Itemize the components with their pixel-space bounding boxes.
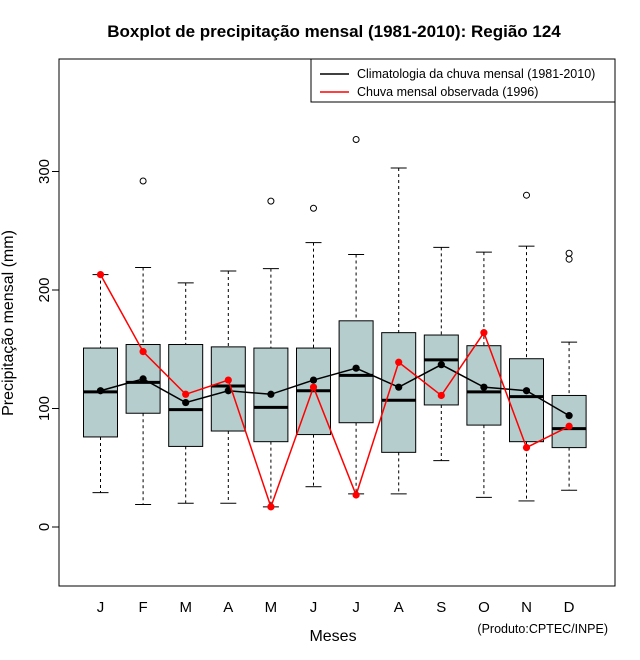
- x-tick-label: M: [179, 599, 192, 616]
- y-tick-label: 300: [36, 159, 53, 184]
- outlier-point: [310, 204, 317, 212]
- x-tick-label: M: [265, 599, 278, 616]
- observed-point: [352, 491, 360, 499]
- observed-point: [182, 390, 190, 398]
- x-tick-label: F: [139, 599, 148, 616]
- y-tick-label: 0: [36, 523, 53, 531]
- box-group: [423, 246, 459, 462]
- legend-climatology-label: Climatologia da chuva mensal (1981-2010): [357, 67, 595, 81]
- y-tick-label: 100: [36, 396, 53, 421]
- box-group: [551, 249, 587, 491]
- outlier-point: [565, 255, 573, 263]
- climatology-point: [522, 387, 531, 395]
- box-group: [125, 177, 161, 505]
- climatology-point: [267, 390, 275, 398]
- observed-point: [139, 348, 147, 356]
- outlier-point: [565, 249, 573, 257]
- x-tick-label: J: [97, 599, 105, 616]
- x-tick-label: S: [436, 599, 446, 616]
- outlier-point: [523, 191, 530, 199]
- observed-point: [309, 383, 318, 391]
- x-tick-label: O: [478, 599, 490, 616]
- credit-text: (Produto:CPTEC/INPE): [477, 622, 608, 636]
- y-axis: 0 100 200 300: [36, 159, 59, 531]
- climatology-point: [565, 412, 573, 420]
- observed-point: [437, 391, 445, 400]
- box-group: [83, 274, 118, 494]
- legend: Climatologia da chuva mensal (1981-2010)…: [310, 58, 616, 103]
- observed-point: [395, 358, 403, 366]
- climatology-point: [224, 387, 232, 395]
- climatology-point: [437, 361, 445, 369]
- observed-point: [522, 444, 531, 452]
- box-group: [296, 204, 331, 488]
- x-tick-label: N: [521, 599, 532, 616]
- x-tick-label: J: [310, 599, 318, 616]
- box-group: [509, 191, 544, 502]
- chart-title: Boxplot de precipitação mensal (1981-201…: [107, 22, 561, 41]
- box-iqr: [381, 332, 417, 453]
- legend-box: [310, 58, 616, 103]
- climatology-line: [100, 363, 570, 417]
- outlier-point: [352, 136, 360, 144]
- observed-line: [99, 274, 570, 510]
- observed-point: [224, 376, 232, 384]
- x-tick-label: J: [352, 599, 360, 616]
- climatology-point: [480, 383, 488, 391]
- x-tick-label: A: [223, 599, 233, 616]
- observed-point: [267, 503, 275, 511]
- y-tick-label: 200: [36, 277, 53, 302]
- box-iqr: [551, 394, 587, 449]
- climatology-point: [352, 364, 360, 372]
- outlier-point: [267, 197, 275, 205]
- box-group: [381, 167, 417, 495]
- climatology-point: [96, 387, 105, 395]
- x-tick-label: D: [564, 599, 575, 616]
- boxplots: [83, 136, 587, 508]
- observed-point: [480, 329, 488, 337]
- series-lines: [96, 270, 573, 511]
- outlier-point: [139, 177, 147, 185]
- box-iqr: [509, 358, 544, 443]
- box-group: [466, 251, 502, 498]
- climatology-point: [309, 376, 318, 384]
- box-group: [253, 197, 289, 508]
- x-axis-label: Meses: [309, 628, 356, 645]
- climatology-point: [139, 375, 147, 383]
- x-tick-label: A: [394, 599, 404, 616]
- climatology-point: [395, 383, 403, 391]
- climatology-point: [182, 398, 190, 407]
- y-axis-label: Precipitação mensal (mm): [0, 230, 17, 416]
- observed-point: [565, 422, 573, 430]
- plot-frame: [58, 58, 616, 587]
- observed-point: [96, 270, 105, 279]
- box-group: [338, 136, 374, 495]
- legend-observed-label: Chuva mensal observada (1996): [357, 85, 538, 99]
